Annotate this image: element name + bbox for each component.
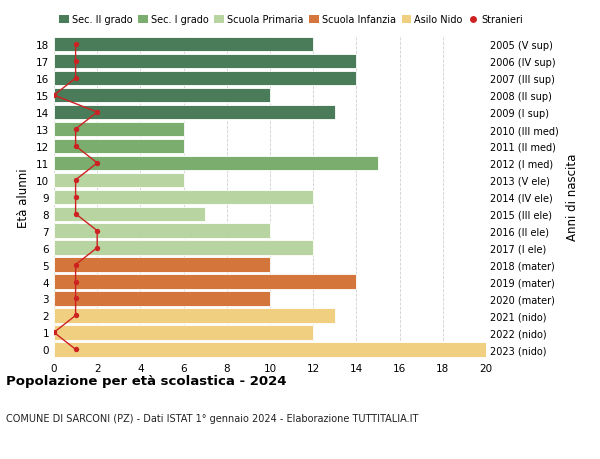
Point [49,329,59,336]
Bar [54,190,313,205]
Bar [54,342,486,357]
Bar [54,72,356,86]
Point [71,194,80,201]
Legend: Sec. II grado, Sec. I grado, Scuola Primaria, Scuola Infanzia, Asilo Nido, Stran: Sec. II grado, Sec. I grado, Scuola Prim… [59,16,523,25]
Bar [54,275,356,289]
Y-axis label: Anni di nascita: Anni di nascita [566,154,579,241]
Bar [54,157,378,171]
Bar [54,106,335,120]
Point [49,92,59,100]
Y-axis label: Età alunni: Età alunni [17,168,31,227]
Point [71,261,80,269]
Bar [54,241,313,255]
Point [71,295,80,302]
Bar [54,308,335,323]
Bar [54,173,184,188]
Bar [54,123,184,137]
Bar [54,258,270,272]
Text: Popolazione per età scolastica - 2024: Popolazione per età scolastica - 2024 [6,374,287,387]
Point [71,346,80,353]
Bar [54,207,205,221]
Point [71,177,80,184]
Bar [54,38,313,52]
Point [71,211,80,218]
Bar [54,55,356,69]
Point [71,312,80,319]
Text: COMUNE DI SARCONI (PZ) - Dati ISTAT 1° gennaio 2024 - Elaborazione TUTTITALIA.IT: COMUNE DI SARCONI (PZ) - Dati ISTAT 1° g… [6,413,418,423]
Point [71,126,80,134]
Bar [54,140,184,154]
Point [92,228,102,235]
Bar [54,291,270,306]
Point [71,278,80,285]
Point [92,245,102,252]
Bar [54,224,270,238]
Bar [54,325,313,340]
Point [71,143,80,150]
Point [92,160,102,167]
Point [71,75,80,83]
Bar [54,89,270,103]
Point [71,58,80,66]
Point [92,109,102,117]
Point [71,41,80,49]
